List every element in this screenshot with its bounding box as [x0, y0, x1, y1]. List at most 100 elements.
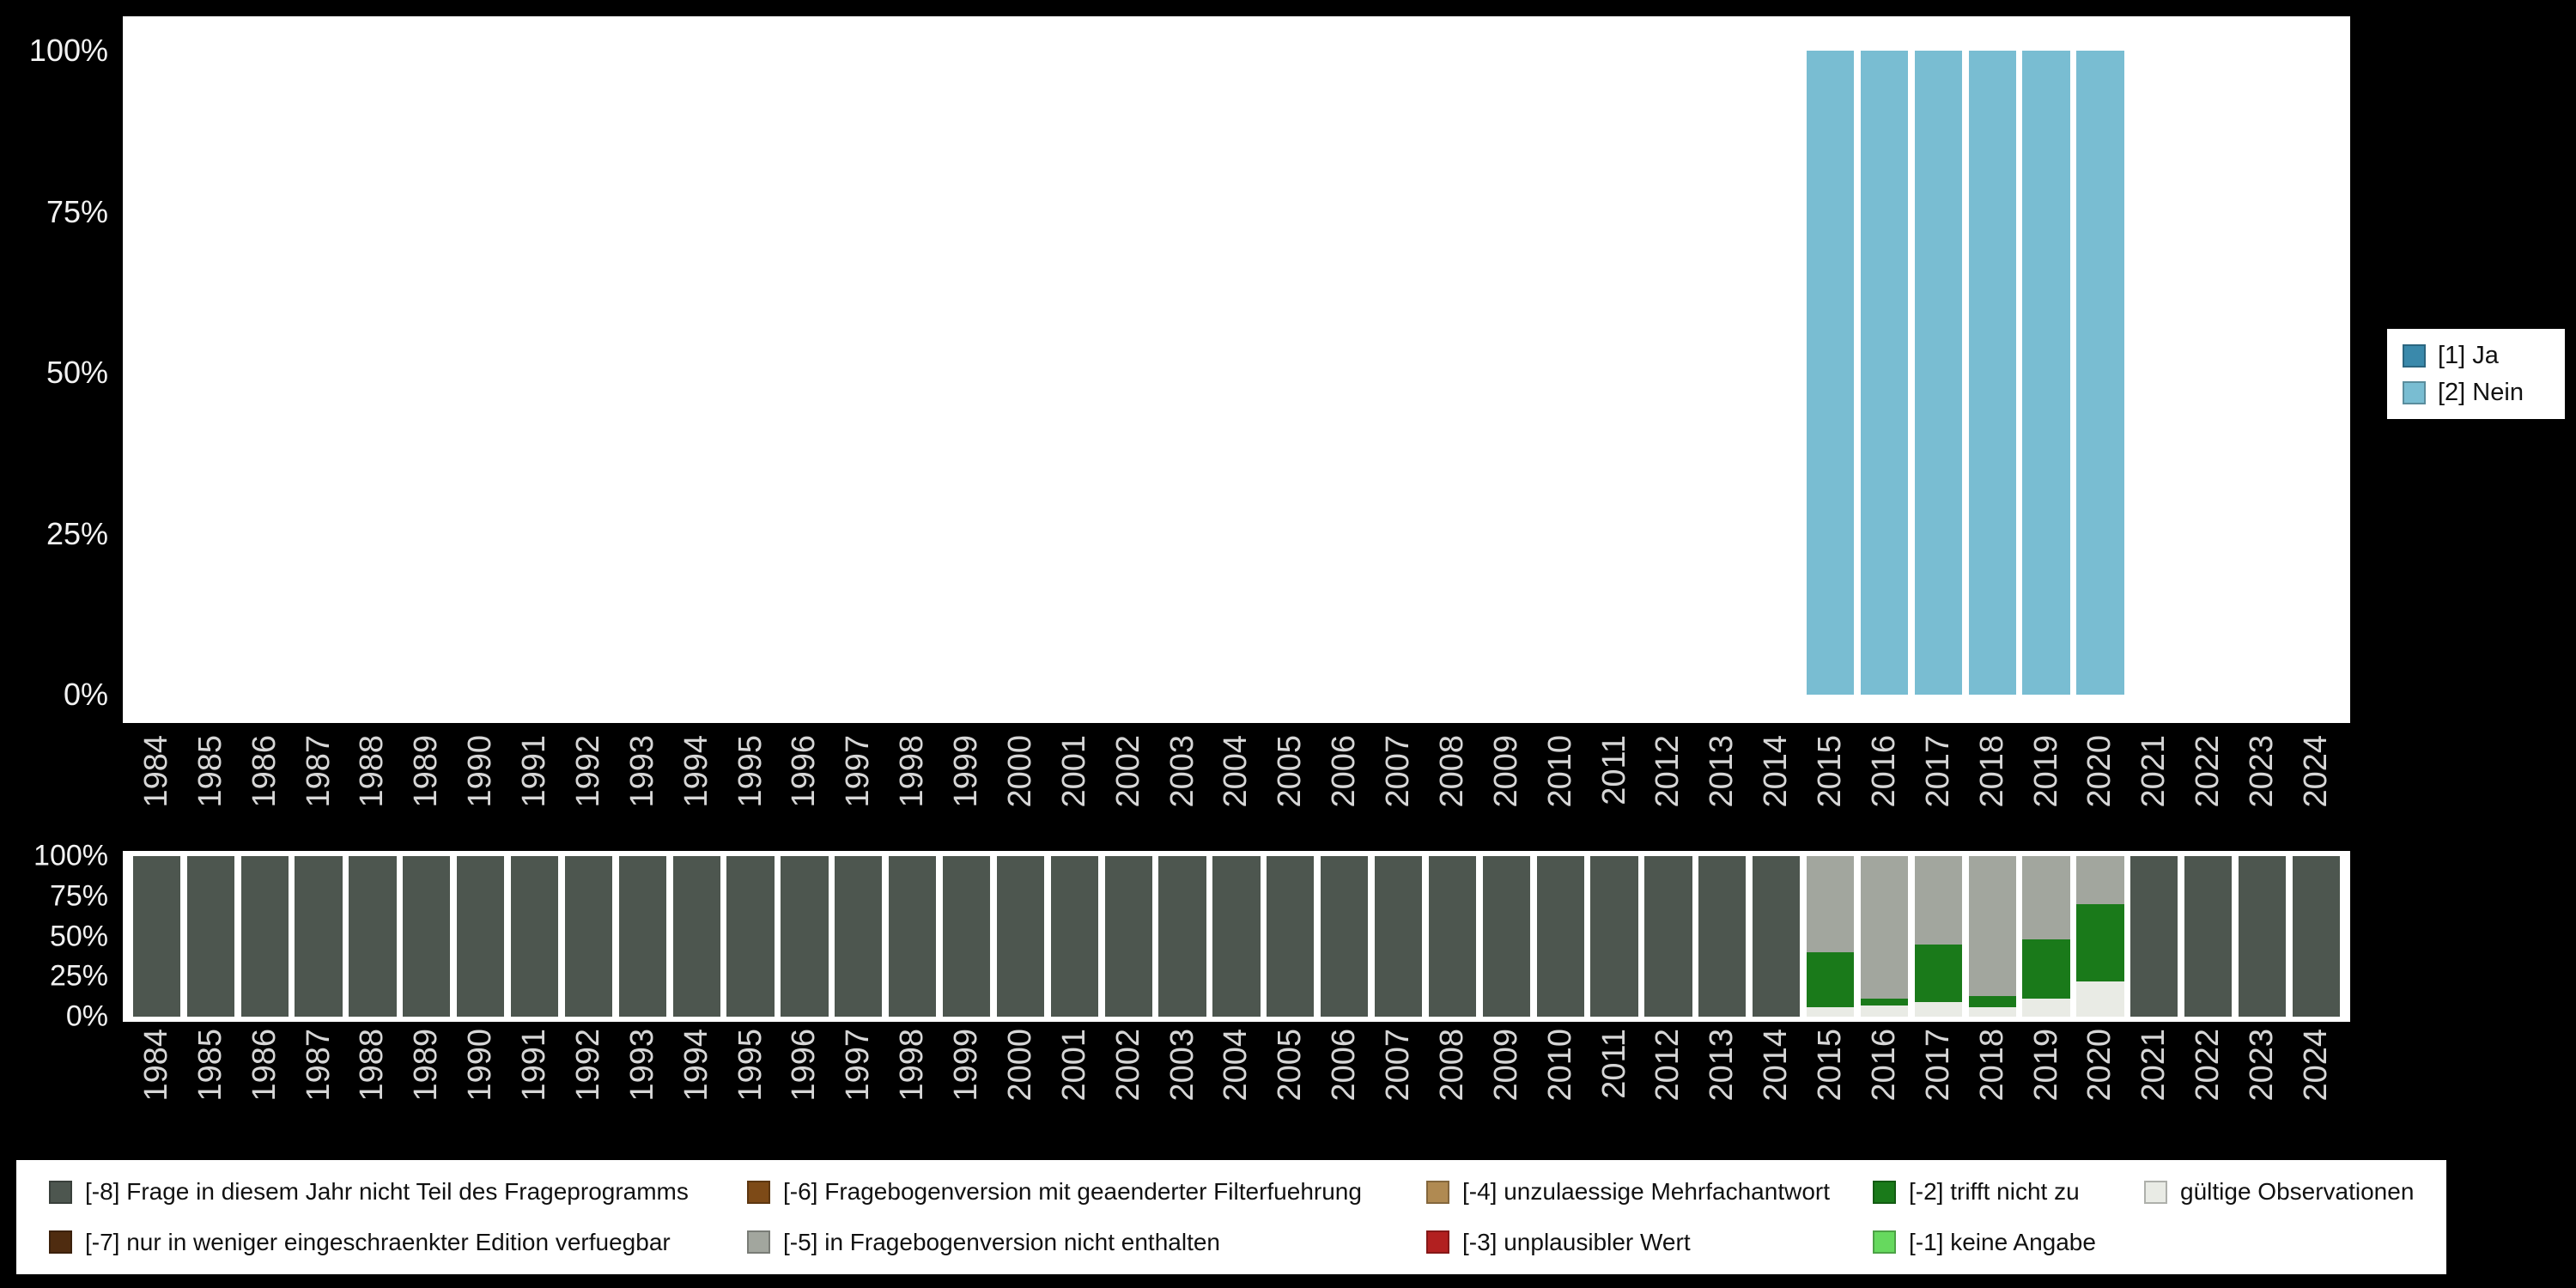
year-label: 2019: [2027, 735, 2064, 808]
year-label: 2020: [2081, 1029, 2118, 1102]
stacked-bar-1987: [295, 856, 343, 1017]
x-tick: 2004: [1210, 735, 1264, 847]
stacked-bar-2012: [1644, 856, 1692, 1017]
legend-label: gültige Observationen: [2180, 1178, 2415, 1206]
year-label: 2015: [1812, 735, 1849, 808]
bar-slot-2011: [1588, 51, 1642, 695]
bar-slot-2012: [1642, 51, 1696, 695]
x-tick: 1999: [939, 1029, 993, 1140]
x-tick: 2010: [1534, 1029, 1588, 1140]
year-label: 2022: [2190, 1029, 2227, 1102]
bar-slot-1989: [399, 51, 453, 695]
bar-slot-1998: [885, 856, 939, 1017]
x-tick: 1994: [670, 735, 724, 847]
year-label: 1992: [569, 735, 606, 808]
stacked-bar-1986: [240, 856, 289, 1017]
legend-label: [-5] in Fragebogenversion nicht enthalte…: [783, 1228, 1220, 1255]
legend-label: [-1] keine Angabe: [1909, 1228, 2096, 1255]
year-label: 2008: [1433, 1029, 1470, 1102]
legend-label: [1] Ja: [2438, 341, 2499, 369]
year-label: 1996: [786, 735, 823, 808]
year-label: 2024: [2297, 735, 2334, 808]
y-tick-label: 100%: [28, 33, 108, 68]
bar-slot-2010: [1534, 51, 1588, 695]
bar-segment: [1644, 856, 1692, 1017]
bar-slot-2017: [1911, 51, 1965, 695]
year-label: 1984: [137, 1029, 174, 1102]
stacked-bar-2004: [1212, 856, 1261, 1017]
year-label: 1985: [191, 1029, 228, 1102]
year-label: 2016: [1865, 1029, 1902, 1102]
bar-segment: [781, 856, 829, 1017]
y-tick-label: 0%: [63, 677, 108, 712]
year-label: 1991: [516, 1029, 553, 1102]
stacked-bar-2013: [1698, 856, 1747, 1017]
bar-slot-2022: [2181, 51, 2235, 695]
bar-slot-1984: [130, 51, 184, 695]
year-label: 2005: [1272, 735, 1309, 808]
x-tick: 1985: [184, 1029, 238, 1140]
x-tick: 2002: [1102, 1029, 1156, 1140]
bar-segment: [1914, 51, 1962, 695]
x-tick: 2023: [2235, 1029, 2289, 1140]
stacked-bar-1993: [618, 856, 666, 1017]
bar-slot-2019: [2020, 856, 2074, 1017]
bar-slot-1988: [346, 51, 400, 695]
stacked-bar-2001: [1050, 856, 1098, 1017]
bar-slot-1987: [292, 51, 346, 695]
stacked-bar-1995: [726, 856, 775, 1017]
missing-chart-x-axis: 1984 1985 1986 1987 1988 1989 1990 1991 1992 1993…: [130, 1029, 2343, 1140]
bar-segment: [1914, 1002, 1962, 1017]
bar-segment: [1321, 856, 1369, 1017]
year-label: 2007: [1380, 735, 1417, 808]
stacked-bar-2022: [2184, 856, 2233, 1017]
y-tick-label: 100%: [33, 839, 108, 872]
stacked-bar-2021: [2130, 856, 2178, 1017]
year-label: 1987: [300, 1029, 337, 1102]
bar-slot-1987: [292, 856, 346, 1017]
bar-slot-2018: [1965, 856, 2020, 1017]
stacked-bar-2018: [1968, 51, 2016, 695]
bar-slot-2012: [1642, 856, 1696, 1017]
bar-slot-1988: [346, 856, 400, 1017]
bar-slot-2003: [1156, 856, 1210, 1017]
bar-slot-1992: [562, 51, 616, 695]
x-tick: 1995: [724, 735, 778, 847]
x-tick: 1989: [399, 1029, 453, 1140]
bar-segment: [403, 856, 451, 1017]
bar-segment: [996, 856, 1045, 1017]
x-tick: 1984: [130, 1029, 184, 1140]
missing-values-legend: [-8] Frage in diesem Jahr nicht Teil des…: [16, 1160, 2446, 1274]
bar-slot-2021: [2127, 856, 2181, 1017]
year-label: 1991: [516, 735, 553, 808]
bar-slot-2015: [1803, 51, 1857, 695]
bar-slot-2004: [1210, 51, 1264, 695]
x-tick: 1989: [399, 735, 453, 847]
x-tick: 2019: [2020, 735, 2074, 847]
bar-segment: [1968, 856, 2016, 996]
x-tick: 2022: [2181, 1029, 2235, 1140]
bar-segment: [2022, 939, 2070, 999]
x-tick: 1987: [292, 1029, 346, 1140]
y-tick-label: 0%: [65, 999, 108, 1033]
legend-item: gültige Observationen: [2144, 1178, 2438, 1206]
stacked-bar-2017: [1914, 856, 1962, 1017]
legend-swatch: [747, 1230, 770, 1255]
x-tick: 2012: [1642, 735, 1696, 847]
bar-slot-1995: [724, 856, 778, 1017]
stacked-bar-2000: [996, 856, 1045, 1017]
x-tick: 1986: [238, 1029, 292, 1140]
bar-segment: [1536, 856, 1584, 1017]
x-tick: 1992: [562, 1029, 616, 1140]
bar-segment: [1860, 51, 1909, 695]
year-label: 2002: [1109, 735, 1146, 808]
stacked-bar-1997: [835, 856, 883, 1017]
year-label: 2018: [1973, 1029, 2010, 1102]
bar-slot-2009: [1479, 51, 1534, 695]
x-tick: 1991: [507, 735, 562, 847]
bar-segment: [2076, 51, 2124, 695]
bar-slot-1999: [939, 856, 993, 1017]
year-label: 2003: [1163, 735, 1200, 808]
year-label: 2002: [1109, 1029, 1146, 1102]
bar-segment: [1914, 856, 1962, 945]
